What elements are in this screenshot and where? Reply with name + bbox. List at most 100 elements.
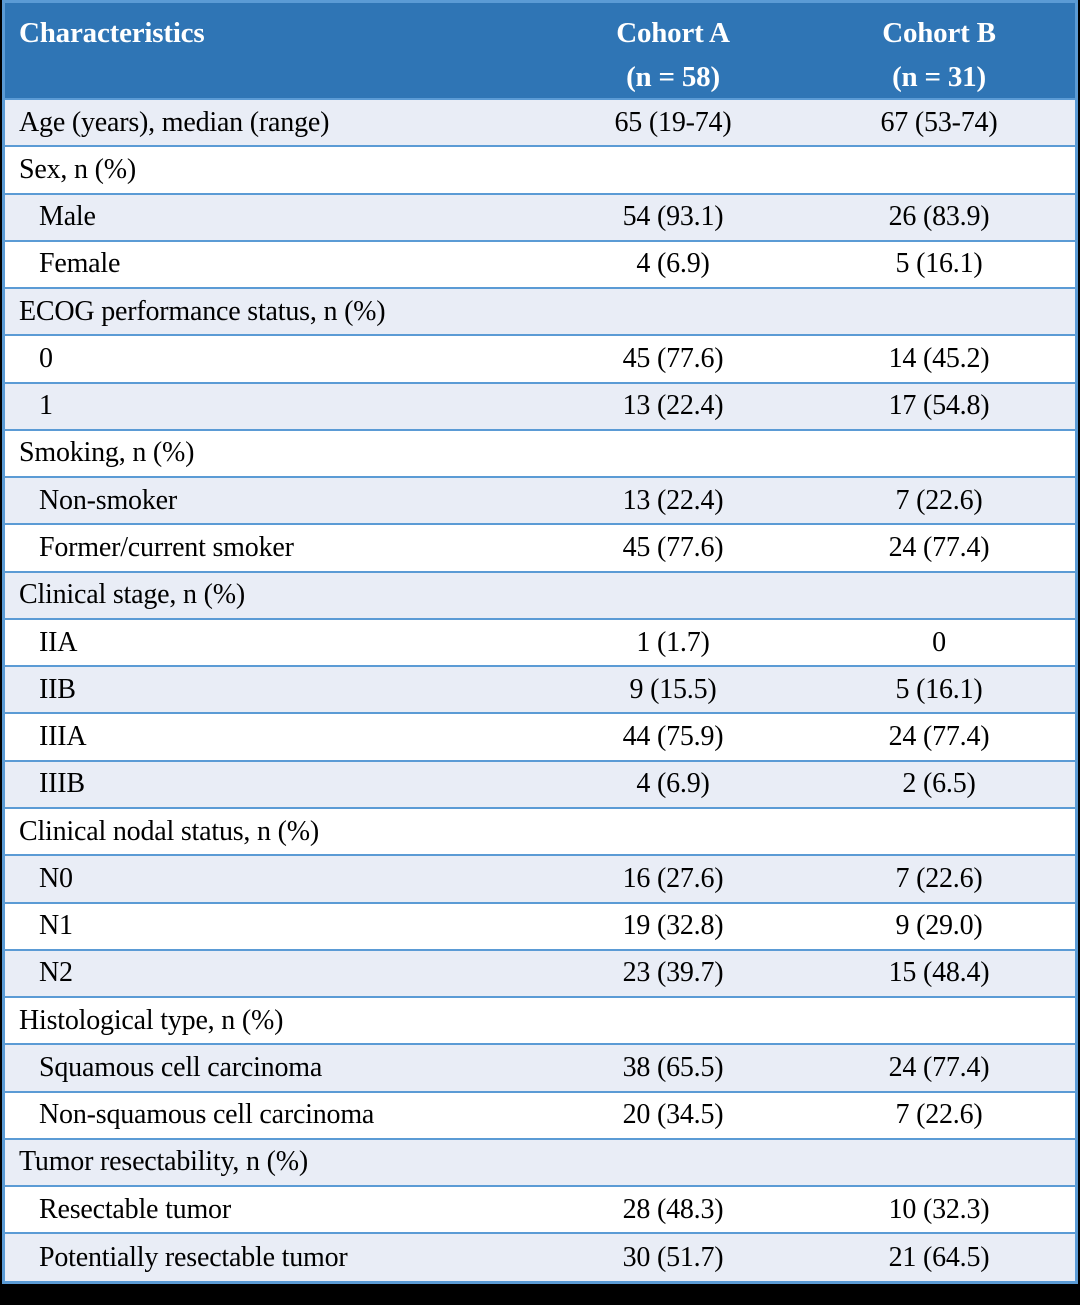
row-label: 0 <box>5 334 543 383</box>
cohort-a-value: 16 (27.6) <box>543 854 803 903</box>
section-header-row: Smoking, n (%) <box>5 428 1075 478</box>
row-label: Sex, n (%) <box>5 145 543 194</box>
cohort-a-value: 28 (48.3) <box>543 1185 803 1234</box>
table-header: Characteristics Cohort A (n = 58) Cohort… <box>5 3 1075 100</box>
cohort-b-value: 5 (16.1) <box>803 665 1075 714</box>
section-header-row: Sex, n (%) <box>5 145 1075 194</box>
cohort-a-value <box>543 570 803 619</box>
row-label: N1 <box>5 901 543 950</box>
cohort-a-value: 1 (1.7) <box>543 617 803 667</box>
cohort-b-value: 2 (6.5) <box>803 759 1075 808</box>
cohort-b-value: 26 (83.9) <box>803 192 1075 241</box>
table-row: N1 19 (32.8) 9 (29.0) <box>5 901 1075 950</box>
row-label: Squamous cell carcinoma <box>5 1043 543 1092</box>
table-row: IIB 9 (15.5) 5 (16.1) <box>5 665 1075 714</box>
table-row: Female 4 (6.9) 5 (16.1) <box>5 239 1075 289</box>
row-label: IIIB <box>5 759 543 808</box>
table-row: IIA 1 (1.7) 0 <box>5 617 1075 667</box>
cohort-a-value: 38 (65.5) <box>543 1043 803 1092</box>
cohort-b-value <box>803 570 1075 619</box>
table-row: Resectable tumor 28 (48.3) 10 (32.3) <box>5 1185 1075 1234</box>
cohort-a-value: 54 (93.1) <box>543 192 803 241</box>
section-header-row: ECOG performance status, n (%) <box>5 287 1075 336</box>
cohort-b-value: 21 (64.5) <box>803 1232 1075 1281</box>
row-label: Clinical stage, n (%) <box>5 570 543 619</box>
cohort-b-value <box>803 996 1075 1045</box>
cohort-b-value <box>803 428 1075 478</box>
cohort-a-value: 30 (51.7) <box>543 1232 803 1281</box>
cohort-a-value <box>543 806 803 856</box>
table-row: N2 23 (39.7) 15 (48.4) <box>5 948 1075 998</box>
section-header-row: Clinical nodal status, n (%) <box>5 806 1075 856</box>
table-row: Potentially resectable tumor 30 (51.7) 21 … <box>5 1232 1075 1281</box>
cohort-b-value: 7 (22.6) <box>803 1090 1075 1139</box>
table-row: N0 16 (27.6) 7 (22.6) <box>5 854 1075 903</box>
cohort-b-value <box>803 1137 1075 1187</box>
cohort-a-value: 45 (77.6) <box>543 523 803 572</box>
cohort-a-value: 19 (32.8) <box>543 901 803 950</box>
cohort-b-value: 9 (29.0) <box>803 901 1075 950</box>
section-header-row: Tumor resectability, n (%) <box>5 1137 1075 1187</box>
row-label: Age (years), median (range) <box>5 97 543 147</box>
table-row: Squamous cell carcinoma 38 (65.5) 24 (77.4… <box>5 1043 1075 1092</box>
row-label: Female <box>5 239 543 289</box>
cohort-a-value: 44 (75.9) <box>543 712 803 761</box>
table-row: Male 54 (93.1) 26 (83.9) <box>5 192 1075 241</box>
cohort-b-value <box>803 806 1075 856</box>
cohort-b-value: 24 (77.4) <box>803 712 1075 761</box>
row-label: Clinical nodal status, n (%) <box>5 806 543 856</box>
row-label: IIA <box>5 617 543 667</box>
cohort-b-value: 24 (77.4) <box>803 1043 1075 1092</box>
row-label: ECOG performance status, n (%) <box>5 287 543 336</box>
row-label: IIIA <box>5 712 543 761</box>
cohort-a-value: 4 (6.9) <box>543 759 803 808</box>
cohort-b-value <box>803 145 1075 194</box>
cohort-b-value: 7 (22.6) <box>803 476 1075 525</box>
cohort-a-value: 4 (6.9) <box>543 239 803 289</box>
header-cohort-a-name: Cohort A <box>616 17 730 49</box>
row-label: Non-squamous cell carcinoma <box>5 1090 543 1139</box>
cohort-a-value: 13 (22.4) <box>543 476 803 525</box>
cohort-a-value: 23 (39.7) <box>543 948 803 998</box>
row-label: Histological type, n (%) <box>5 996 543 1045</box>
cohort-b-value: 24 (77.4) <box>803 523 1075 572</box>
header-cohort-b-n: (n = 31) <box>892 61 986 93</box>
table-row: IIIB 4 (6.9) 2 (6.5) <box>5 759 1075 808</box>
section-header-row: Histological type, n (%) <box>5 996 1075 1045</box>
cohort-b-value: 14 (45.2) <box>803 334 1075 383</box>
table-row: Former/current smoker 45 (77.6) 24 (77.4) <box>5 523 1075 572</box>
row-label: Non-smoker <box>5 476 543 525</box>
cohort-b-value <box>803 287 1075 336</box>
section-header-row: Clinical stage, n (%) <box>5 570 1075 619</box>
table-row: Age (years), median (range) 65 (19-74) 67 … <box>5 97 1075 147</box>
row-label: IIB <box>5 665 543 714</box>
cohort-a-value <box>543 287 803 336</box>
table-body: Age (years), median (range) 65 (19-74) 67 … <box>5 97 1075 1281</box>
row-label: Male <box>5 192 543 241</box>
row-label: N0 <box>5 854 543 903</box>
row-label: Resectable tumor <box>5 1185 543 1234</box>
cohort-b-value: 17 (54.8) <box>803 381 1075 430</box>
table-row: IIIA 44 (75.9) 24 (77.4) <box>5 712 1075 761</box>
cohort-b-value: 67 (53-74) <box>803 97 1075 147</box>
row-label: Former/current smoker <box>5 523 543 572</box>
header-cohort-a: Cohort A (n = 58) <box>543 3 803 100</box>
header-row: Characteristics Cohort A (n = 58) Cohort… <box>5 3 1075 100</box>
cohort-a-value: 13 (22.4) <box>543 381 803 430</box>
cohort-a-value: 9 (15.5) <box>543 665 803 714</box>
cohort-b-value: 10 (32.3) <box>803 1185 1075 1234</box>
cohort-a-value: 65 (19-74) <box>543 97 803 147</box>
cohort-a-value <box>543 145 803 194</box>
table-row: Non-squamous cell carcinoma 20 (34.5) 7 (2… <box>5 1090 1075 1139</box>
row-label: Smoking, n (%) <box>5 428 543 478</box>
cohort-a-value: 45 (77.6) <box>543 334 803 383</box>
table-row: Non-smoker 13 (22.4) 7 (22.6) <box>5 476 1075 525</box>
cohort-b-value: 15 (48.4) <box>803 948 1075 998</box>
header-cohort-b: Cohort B (n = 31) <box>803 3 1075 100</box>
header-characteristics: Characteristics <box>5 3 543 100</box>
cohort-b-value: 7 (22.6) <box>803 854 1075 903</box>
row-label: Potentially resectable tumor <box>5 1232 543 1281</box>
baseline-characteristics-table: Characteristics Cohort A (n = 58) Cohort… <box>5 3 1075 1281</box>
header-cohort-b-name: Cohort B <box>882 17 996 49</box>
